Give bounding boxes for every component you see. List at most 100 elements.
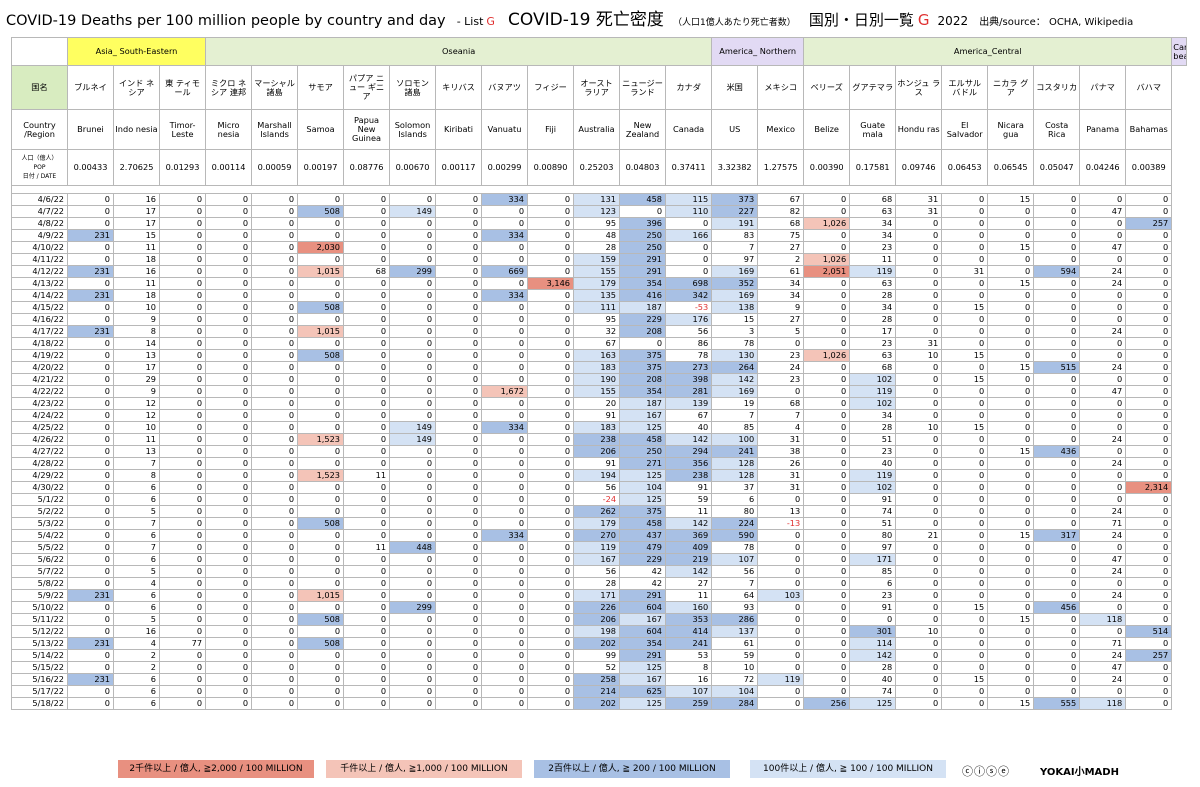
value-cell: 0 [297,385,345,398]
value-cell: 163 [573,349,621,362]
value-cell: 0 [1079,193,1127,206]
value-cell: 0 [1125,685,1173,698]
value-cell: 194 [573,469,621,482]
value-cell: 42 [619,577,667,590]
value-cell: 0 [251,685,299,698]
value-cell: 286 [711,613,759,626]
value-cell: 149 [389,205,437,218]
value-cell: 356 [665,457,713,470]
value-cell: 0 [297,685,345,698]
value-cell: 0 [941,493,989,506]
date-cell: 4/18/22 [11,337,68,350]
value-cell: 7 [711,577,759,590]
value-cell: 0 [803,313,851,326]
value-cell: 42 [619,565,667,578]
value-cell: 31 [895,205,943,218]
value-cell: 0 [1033,613,1081,626]
value-cell: 0 [343,313,391,326]
value-cell: 0 [1125,253,1173,266]
value-cell: 0 [251,217,299,230]
value-cell: 0 [435,421,483,434]
country-population: 0.08776 [343,149,391,186]
value-cell: 250 [619,445,667,458]
value-cell: 0 [205,601,253,614]
value-cell: 0 [205,253,253,266]
value-cell: 0 [343,421,391,434]
value-cell: 155 [573,385,621,398]
value-cell: 0 [1033,289,1081,302]
value-cell: 0 [1079,349,1127,362]
value-cell: 231 [67,325,114,338]
value-cell: 2,030 [297,241,345,254]
value-cell: 0 [527,385,575,398]
value-cell: 28 [573,577,621,590]
value-cell: 0 [389,445,437,458]
value-cell: 0 [297,289,345,302]
value-cell: 78 [711,337,759,350]
table-row: 5/6/22 0 6 0 0 0 0 0 0 0 0 0 167 229 219 107 0 0 171 0 0 0 0 47… [11,553,1187,566]
value-cell: 0 [849,613,897,626]
value-cell: 0 [67,205,114,218]
value-cell: 0 [389,577,437,590]
value-cell: 18 [113,253,160,266]
value-cell: 17 [113,361,160,374]
value-cell: 0 [251,397,299,410]
value-cell: 0 [527,697,575,710]
value-cell: 37 [711,481,759,494]
value-cell: 0 [527,337,575,350]
value-cell: 0 [803,553,851,566]
value-cell: 0 [251,193,299,206]
value-cell: 118 [1079,613,1127,626]
table-row: 5/3/22 0 7 0 0 0 508 0 0 0 0 0 179 458 142 224 -13 0 51 0 0 0… [11,517,1187,530]
value-cell: 458 [619,517,667,530]
value-cell: 0 [435,373,483,386]
value-cell: 0 [803,493,851,506]
value-cell: 7 [711,241,759,254]
country-jp-name: パプア ニュー ギニア [343,65,391,110]
value-cell: 11 [343,469,391,482]
value-cell: 0 [987,625,1035,638]
value-cell: 2 [113,661,160,674]
value-cell: 80 [849,529,897,542]
legend-100: 100件以上 / 億人, ≧ 100 / 100 MILLION [750,760,946,778]
value-cell: 0 [757,385,805,398]
date-cell: 5/10/22 [11,601,68,614]
value-cell: 0 [67,385,114,398]
value-cell: 0 [67,253,114,266]
value-cell: 231 [67,637,114,650]
value-cell: 40 [849,457,897,470]
value-cell: 0 [895,241,943,254]
country-en-name: Kiribati [435,109,483,150]
country-jp-name: ミクロ ネシア 連邦 [205,65,253,110]
table-row: 4/12/22 231 16 0 0 0 1,015 68 299 0 669 0 155 291 0 169… [11,265,1187,278]
value-cell: 0 [343,661,391,674]
value-cell: 508 [297,613,345,626]
value-cell: 0 [941,433,989,446]
value-cell: 0 [1033,553,1081,566]
value-cell: 208 [619,373,667,386]
value-cell: 0 [251,337,299,350]
value-cell: 0 [205,625,253,638]
value-cell: 0 [205,241,253,254]
value-cell: 0 [987,685,1035,698]
value-cell: 508 [297,205,345,218]
table-row: 4/20/22 0 17 0 0 0 0 0 0 0 0 0 183 375 273 264 24 0 68 0 0 15… [11,361,1187,374]
country-jp-name: オースト ラリア [573,65,621,110]
value-cell: 0 [895,253,943,266]
value-cell: 0 [205,505,253,518]
value-cell: 0 [1033,205,1081,218]
value-cell: 594 [1033,265,1081,278]
value-cell: 0 [389,529,437,542]
value-cell: 191 [711,217,759,230]
country-jp-name: バヌアツ [481,65,529,110]
value-cell: 0 [389,697,437,710]
value-cell: 416 [619,289,667,302]
value-cell: 0 [67,565,114,578]
value-cell: 0 [67,601,114,614]
value-cell: 0 [158,337,207,350]
date-cell: 4/14/22 [11,289,68,302]
country-en-name: Brunei [67,109,114,150]
value-cell: 0 [297,673,345,686]
date-cell: 4/13/22 [11,277,68,290]
value-cell: 28 [849,661,897,674]
